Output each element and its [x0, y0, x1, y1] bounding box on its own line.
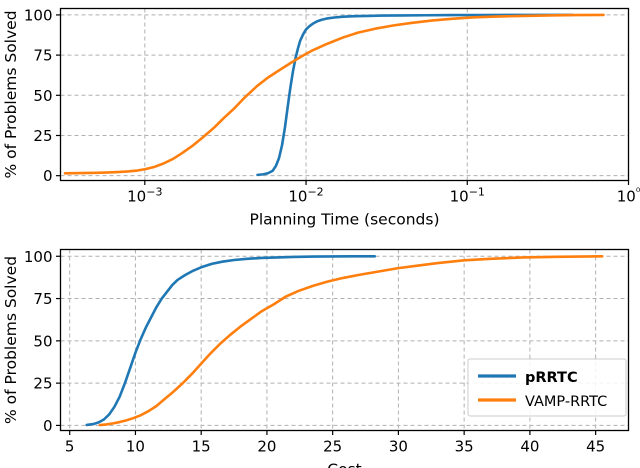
y-tick-label-4: 100: [24, 6, 53, 24]
series-line-prrtc: [256, 13, 574, 177]
legend-box: [467, 358, 627, 417]
series-line-prrtc: [85, 254, 377, 427]
y-gridlines: [60, 14, 629, 177]
x-tick-label-2: 10−1: [450, 186, 485, 206]
plot-background: [60, 8, 629, 181]
plot-spines: [59, 248, 630, 432]
axes-panel-2: 5 10 15 20 25 30 35 40 45 0 25 50 75 100 Cost % of Prob…: [2, 248, 630, 468]
x-tick-label-3: 10⁰: [617, 186, 640, 206]
series-line-vamp-rrtc: [63, 13, 605, 175]
y-tick-label-1: 25: [33, 375, 52, 393]
x-axis: 5 10 15 20 25 30 35 40 45: [65, 430, 605, 456]
y-tick-label-2: 50: [33, 332, 52, 350]
y-tick-label-2: 50: [33, 87, 52, 105]
y-tick-label-3: 75: [33, 290, 52, 308]
y-gridlines: [60, 255, 629, 426]
x-tick-label-4: 25: [323, 438, 342, 456]
y-tick-label-3: 75: [33, 47, 52, 65]
y-axis-label: % of Problems Solved: [2, 10, 20, 178]
x-axis: 10−3 10−2 10−1 10⁰: [127, 180, 640, 206]
x-tick-label-0: 10−3: [127, 186, 162, 206]
x-tick-label-3: 20: [257, 438, 276, 456]
x-tick-label-7: 40: [520, 438, 539, 456]
y-tick-label-1: 25: [33, 127, 52, 145]
plot-spines: [59, 7, 630, 182]
legend-label-1: VAMP-RRTC: [525, 394, 607, 410]
x-tick-label-1: 10−2: [288, 186, 323, 206]
y-tick-label-0: 0: [43, 167, 53, 185]
x-axis-label: Planning Time (seconds): [249, 211, 439, 229]
x-tick-label-6: 35: [455, 438, 474, 456]
axes-panel-1: 10−3 10−2 10−1 10⁰ 0 25 50 75 100 Planning Time (…: [2, 6, 640, 228]
x-tick-label-0: 5: [65, 438, 75, 456]
legend-label-0: pRRTC: [525, 370, 578, 386]
x-axis-label: Cost: [327, 461, 361, 468]
x-tick-label-5: 30: [389, 438, 408, 456]
legend: pRRTC VAMP-RRTC: [467, 358, 627, 417]
y-axis-label: % of Problems Solved: [2, 256, 20, 424]
series-line-vamp-rrtc: [98, 254, 604, 427]
x-tick-label-1: 10: [126, 438, 145, 456]
x-tick-label-2: 15: [192, 438, 211, 456]
y-axis: 0 25 50 75 100: [24, 6, 61, 185]
x-tick-label-8: 45: [586, 438, 605, 456]
y-tick-label-0: 0: [43, 417, 53, 435]
y-tick-label-4: 100: [24, 248, 53, 266]
y-axis: 0 25 50 75 100: [24, 248, 61, 435]
